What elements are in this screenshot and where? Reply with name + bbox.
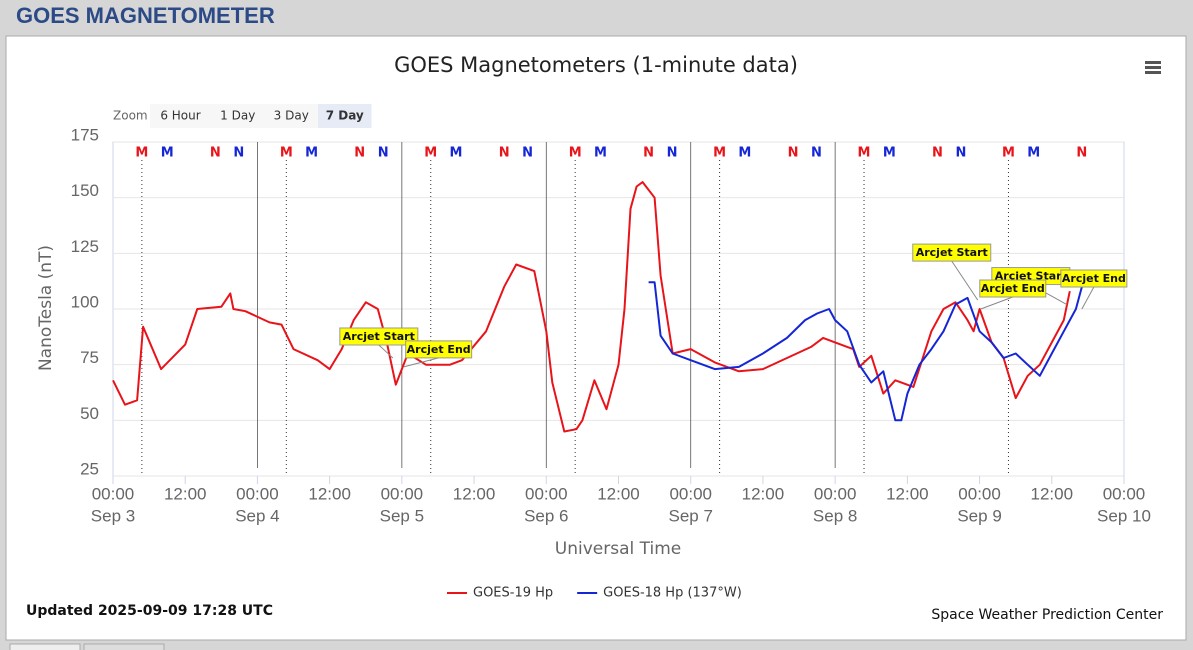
annotation-pointer bbox=[1081, 286, 1095, 310]
marker-label: N bbox=[788, 146, 799, 161]
marker-label: M bbox=[280, 146, 293, 161]
annotation-box bbox=[912, 243, 992, 262]
marker-label: N bbox=[643, 146, 654, 161]
marker-label: N bbox=[522, 146, 533, 161]
annotation-label: Arcjet Start bbox=[916, 246, 988, 259]
x-tick-date: Sep 3 bbox=[91, 506, 135, 525]
x-tick-label: 12:00 bbox=[1031, 484, 1074, 503]
x-tick-label: 00:00 bbox=[236, 484, 279, 503]
x-tick-date: Sep 9 bbox=[957, 506, 1001, 525]
marker-label: M bbox=[713, 146, 726, 161]
annotation-label: Arcjet Start bbox=[995, 270, 1067, 283]
marker-label: N bbox=[233, 146, 244, 161]
header: GOES MAGNETOMETER bbox=[16, 3, 275, 28]
annotation-pointer bbox=[378, 344, 394, 359]
x-tick-date: Sep 10 bbox=[1097, 506, 1151, 525]
annotation-box bbox=[1060, 269, 1128, 288]
series-line bbox=[648, 281, 1083, 422]
annotation-label: Arcjet End bbox=[407, 343, 471, 356]
marker-label: N bbox=[811, 146, 822, 161]
x-tick-label: 00:00 bbox=[1103, 484, 1146, 503]
marker-label: M bbox=[858, 146, 871, 161]
zoom-button-label[interactable]: 3 Day bbox=[274, 109, 309, 123]
zoom-button-label[interactable]: 1 Day bbox=[220, 109, 255, 123]
marker-label: N bbox=[955, 146, 966, 161]
legend-label[interactable]: GOES-19 Hp bbox=[473, 586, 553, 601]
x-tick-label: 00:00 bbox=[381, 484, 424, 503]
marker-label: M bbox=[305, 146, 318, 161]
updated: Updated 2025-09-09 17:28 UTC bbox=[26, 603, 273, 619]
marker-label: N bbox=[210, 146, 221, 161]
annotation-pointer bbox=[403, 357, 439, 368]
series-line bbox=[112, 181, 1071, 433]
marker-label: M bbox=[883, 146, 896, 161]
marker-label: N bbox=[932, 146, 943, 161]
marker-label: N bbox=[667, 146, 678, 161]
marker-label: M bbox=[135, 146, 148, 161]
zoom-button[interactable] bbox=[150, 104, 211, 128]
y-tick-label: 50 bbox=[80, 404, 99, 423]
annotation-box bbox=[979, 279, 1047, 298]
zoom-button[interactable] bbox=[318, 104, 372, 128]
x-tick-label: 00:00 bbox=[669, 484, 712, 503]
annotation-box bbox=[405, 340, 473, 359]
x-tick-label: 12:00 bbox=[164, 484, 207, 503]
annotation-label: Arcjet End bbox=[981, 282, 1045, 295]
tab[interactable] bbox=[9, 643, 81, 650]
marker-label: M bbox=[161, 146, 174, 161]
annotation-pointer bbox=[951, 260, 979, 301]
marker-label: N bbox=[378, 146, 389, 161]
x-tick-label: 12:00 bbox=[742, 484, 785, 503]
y-tick-label: 175 bbox=[71, 125, 99, 144]
marker-label: M bbox=[424, 146, 437, 161]
x-tick-label: 00:00 bbox=[958, 484, 1001, 503]
marker-label: N bbox=[354, 146, 365, 161]
x-tick-label: 12:00 bbox=[453, 484, 496, 503]
annotation-pointer bbox=[980, 296, 1013, 310]
y-axis-title: NanoTesla (nT) bbox=[36, 245, 56, 371]
y-tick-label: 75 bbox=[80, 348, 99, 367]
zoom-label: Zoom bbox=[113, 109, 148, 123]
zoom-button-label[interactable]: 6 Hour bbox=[160, 109, 200, 123]
y-tick-label: 150 bbox=[71, 181, 99, 200]
x-tick-date: Sep 7 bbox=[668, 506, 712, 525]
annotation-box bbox=[339, 327, 419, 346]
chart-title: GOES Magnetometers (1-minute data) bbox=[394, 53, 798, 77]
marker-label: M bbox=[594, 146, 607, 161]
x-tick-label: 12:00 bbox=[597, 484, 640, 503]
credit: Space Weather Prediction Center bbox=[931, 607, 1163, 623]
x-tick-label: 12:00 bbox=[886, 484, 929, 503]
x-tick-label: 00:00 bbox=[525, 484, 568, 503]
tab[interactable] bbox=[83, 643, 165, 650]
zoom-button[interactable] bbox=[264, 104, 319, 128]
y-tick-label: 125 bbox=[71, 237, 99, 256]
x-tick-date: Sep 8 bbox=[813, 506, 857, 525]
x-tick-date: Sep 4 bbox=[235, 506, 279, 525]
marker-label: N bbox=[1076, 146, 1087, 161]
x-axis-title: Universal Time bbox=[555, 539, 681, 559]
legend-label[interactable]: GOES-18 Hp (137°W) bbox=[603, 586, 742, 601]
marker-label: M bbox=[450, 146, 463, 161]
y-tick-label: 25 bbox=[80, 459, 99, 478]
marker-label: M bbox=[738, 146, 751, 161]
x-tick-date: Sep 6 bbox=[524, 506, 568, 525]
annotation-label: Arcjet Start bbox=[343, 330, 415, 343]
menu-icon[interactable] bbox=[1145, 61, 1161, 74]
x-tick-label: 00:00 bbox=[814, 484, 857, 503]
marker-label: N bbox=[499, 146, 510, 161]
x-tick-date: Sep 5 bbox=[380, 506, 424, 525]
x-tick-label: 12:00 bbox=[308, 484, 351, 503]
marker-label: M bbox=[1027, 146, 1040, 161]
zoom-button-label[interactable]: 7 Day bbox=[326, 109, 364, 123]
marker-label: M bbox=[1002, 146, 1015, 161]
marker-label: M bbox=[569, 146, 582, 161]
x-tick-label: 00:00 bbox=[92, 484, 135, 503]
annotation-label: Arcjet End bbox=[1062, 272, 1126, 285]
y-tick-label: 100 bbox=[71, 292, 99, 311]
zoom-button[interactable] bbox=[211, 104, 265, 128]
